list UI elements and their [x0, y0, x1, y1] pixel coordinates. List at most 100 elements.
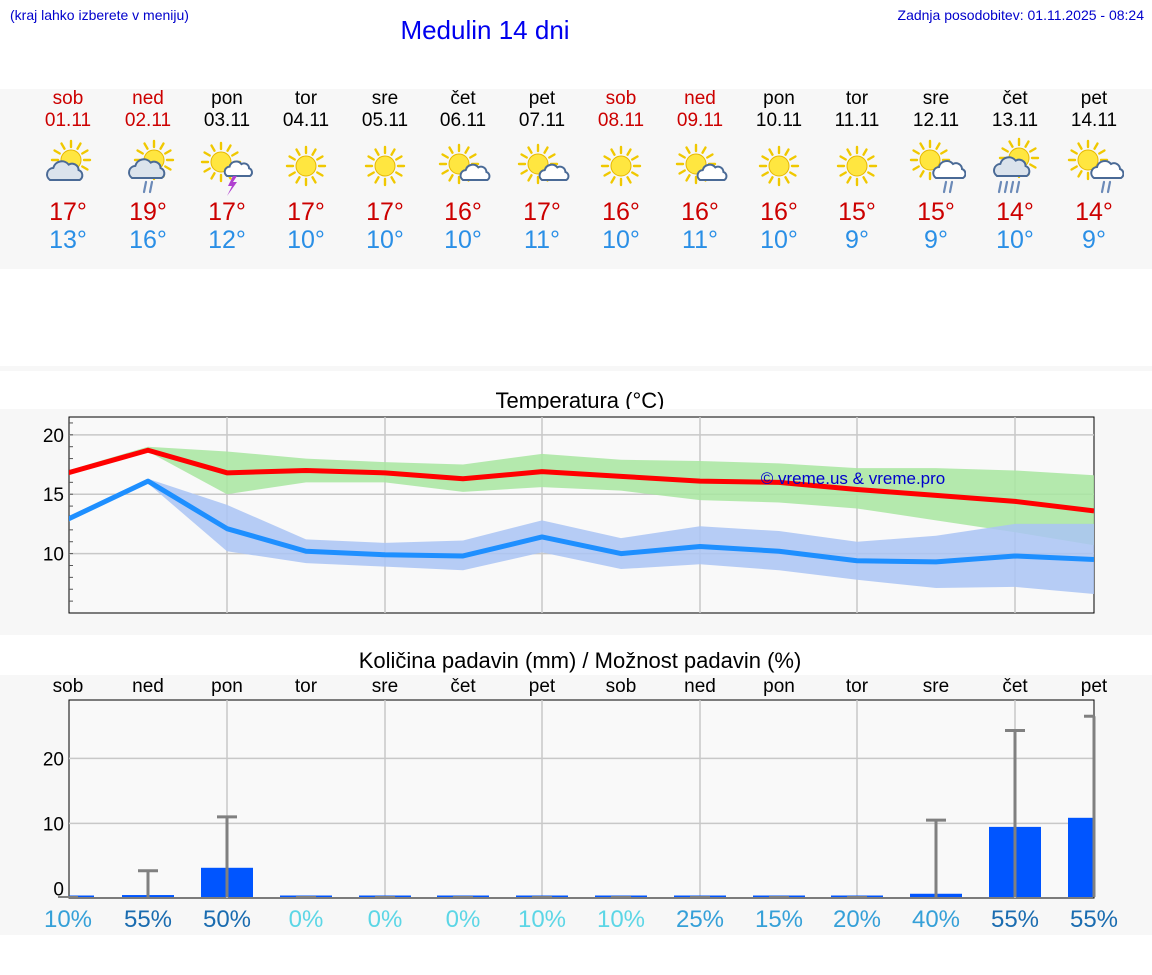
category-label: ned [684, 676, 716, 697]
precipitation-probability: 0% [289, 906, 324, 933]
day-name: sob [52, 88, 84, 109]
y-tick-label: 20 [43, 749, 64, 770]
day-name: pon [763, 88, 795, 109]
precipitation-probability: 25% [676, 906, 724, 933]
max-temperature: 14° [996, 198, 1034, 226]
precipitation-probability: 10% [44, 906, 92, 933]
last-update-label: Zadnja posodobitev: 01.11.2025 - 08:24 [897, 7, 1144, 23]
sun-icon [836, 145, 878, 187]
precipitation-chart: sob ned pon tor sre čet pet sob ned pon tor sre čet p… [43, 676, 1118, 933]
day-date: 11.11 [834, 110, 880, 131]
category-label: ned [132, 676, 164, 697]
temperature-chart: 10 15 20 © vreme.us & vreme.pro [43, 416, 1095, 614]
category-label: tor [846, 676, 869, 697]
day-column: sre 05.11 17° 10° [345, 88, 425, 254]
day-date: 12.11 [912, 110, 960, 131]
min-temperature: 9° [845, 226, 869, 254]
category-label: pon [211, 676, 243, 697]
day-name: pet [1080, 88, 1108, 109]
day-name: čet [450, 88, 476, 109]
y-tick-label: 0 [53, 879, 64, 900]
sun-icon [364, 145, 406, 187]
precipitation-probability: 40% [912, 906, 960, 933]
max-temperature: 17° [208, 198, 246, 226]
day-column: ned 09.11 16° 11° [660, 88, 740, 254]
day-column: sob 01.11 17° 13° [28, 88, 108, 254]
location-menu-hint[interactable]: (kraj lahko izberete v meniju) [10, 7, 189, 23]
category-label: pet [1081, 676, 1108, 697]
category-label: čet [450, 676, 476, 697]
max-temperature: 16° [681, 198, 719, 226]
min-temperature: 9° [924, 226, 948, 254]
day-column: sre 12.11 15° 9° [896, 88, 976, 254]
day-column: pon 03.11 17° 12° [187, 88, 267, 254]
category-label: sob [606, 676, 637, 697]
min-temperature: 10° [602, 226, 640, 254]
day-column: tor 04.11 17° 10° [266, 88, 346, 254]
min-temperature: 10° [287, 226, 325, 254]
precipitation-probability: 55% [124, 906, 172, 933]
day-column: sob 08.11 16° 10° [581, 88, 661, 254]
max-temperature: 14° [1075, 198, 1113, 226]
day-name: tor [845, 88, 869, 109]
precipitation-probability: 55% [1070, 906, 1118, 933]
day-column: pon 10.11 16° 10° [739, 88, 819, 254]
day-date: 06.11 [439, 110, 487, 131]
day-column: čet 06.11 16° 10° [423, 88, 503, 254]
daily-forecast-strip: sob 01.11 17° 13° ned 02.11 19° 16° pon 03.11 17° 1… [0, 88, 1152, 268]
precipitation-probability: 20% [833, 906, 881, 933]
precipitation-probability: 0% [446, 906, 481, 933]
precipitation-probability: 15% [755, 906, 803, 933]
sun-icon [600, 145, 642, 187]
day-date: 07.11 [518, 110, 566, 131]
min-temperature-band [69, 478, 1094, 594]
day-date: 09.11 [676, 110, 724, 131]
max-temperature: 17° [49, 198, 87, 226]
day-name: čet [1002, 88, 1028, 109]
max-temperature: 16° [444, 198, 482, 226]
precipitation-probability: 50% [203, 906, 251, 933]
day-name: pet [528, 88, 556, 109]
max-temperature: 17° [366, 198, 404, 226]
day-date: 13.11 [991, 110, 1039, 131]
sun-icon [758, 145, 800, 187]
category-label: sob [53, 676, 84, 697]
day-date: 10.11 [755, 110, 803, 131]
sun-cloud-rain-icon [128, 139, 175, 194]
min-temperature: 10° [366, 226, 404, 254]
day-column: tor 11.11 15° 9° [817, 88, 897, 254]
precipitation-bar [69, 895, 94, 897]
section-divider [0, 366, 1152, 371]
min-temperature: 11° [524, 226, 560, 254]
y-tick-label: 20 [43, 426, 64, 447]
sun-cloud-heavy-rain-icon [993, 137, 1040, 194]
y-tick-label: 10 [43, 814, 64, 835]
day-column: pet 14.11 14° 9° [1054, 88, 1134, 254]
y-tick-label: 10 [43, 545, 64, 566]
max-temperature: 15° [917, 198, 955, 226]
min-temperature: 10° [996, 226, 1034, 254]
plot-area [68, 699, 1095, 899]
day-name: sre [371, 88, 399, 109]
precipitation-chart-title: Količina padavin (mm) / Možnost padavin … [358, 648, 802, 673]
day-date: 02.11 [124, 110, 172, 131]
max-temperature: 16° [602, 198, 640, 226]
precipitation-probability: 55% [991, 906, 1039, 933]
day-date: 08.11 [597, 110, 645, 131]
precipitation-probability: 0% [368, 906, 403, 933]
sun-cloud-light-rain-icon [1067, 139, 1124, 194]
category-label: sre [923, 676, 949, 697]
min-temperature: 16° [129, 226, 167, 254]
sun-small-cloud-icon [438, 143, 491, 185]
day-name: pon [211, 88, 243, 109]
sun-thunder-icon [200, 141, 253, 196]
sun-small-cloud-icon [517, 143, 570, 185]
sun-cloud-light-rain-icon [909, 139, 966, 194]
temperature-chart-title: Temperatura (°C) [495, 388, 665, 413]
day-name: ned [132, 88, 164, 109]
day-date: 04.11 [282, 110, 330, 131]
min-temperature: 9° [1082, 226, 1106, 254]
day-date: 14.11 [1070, 110, 1118, 131]
max-temperature: 17° [287, 198, 325, 226]
watermark: © vreme.us & vreme.pro [761, 469, 945, 488]
